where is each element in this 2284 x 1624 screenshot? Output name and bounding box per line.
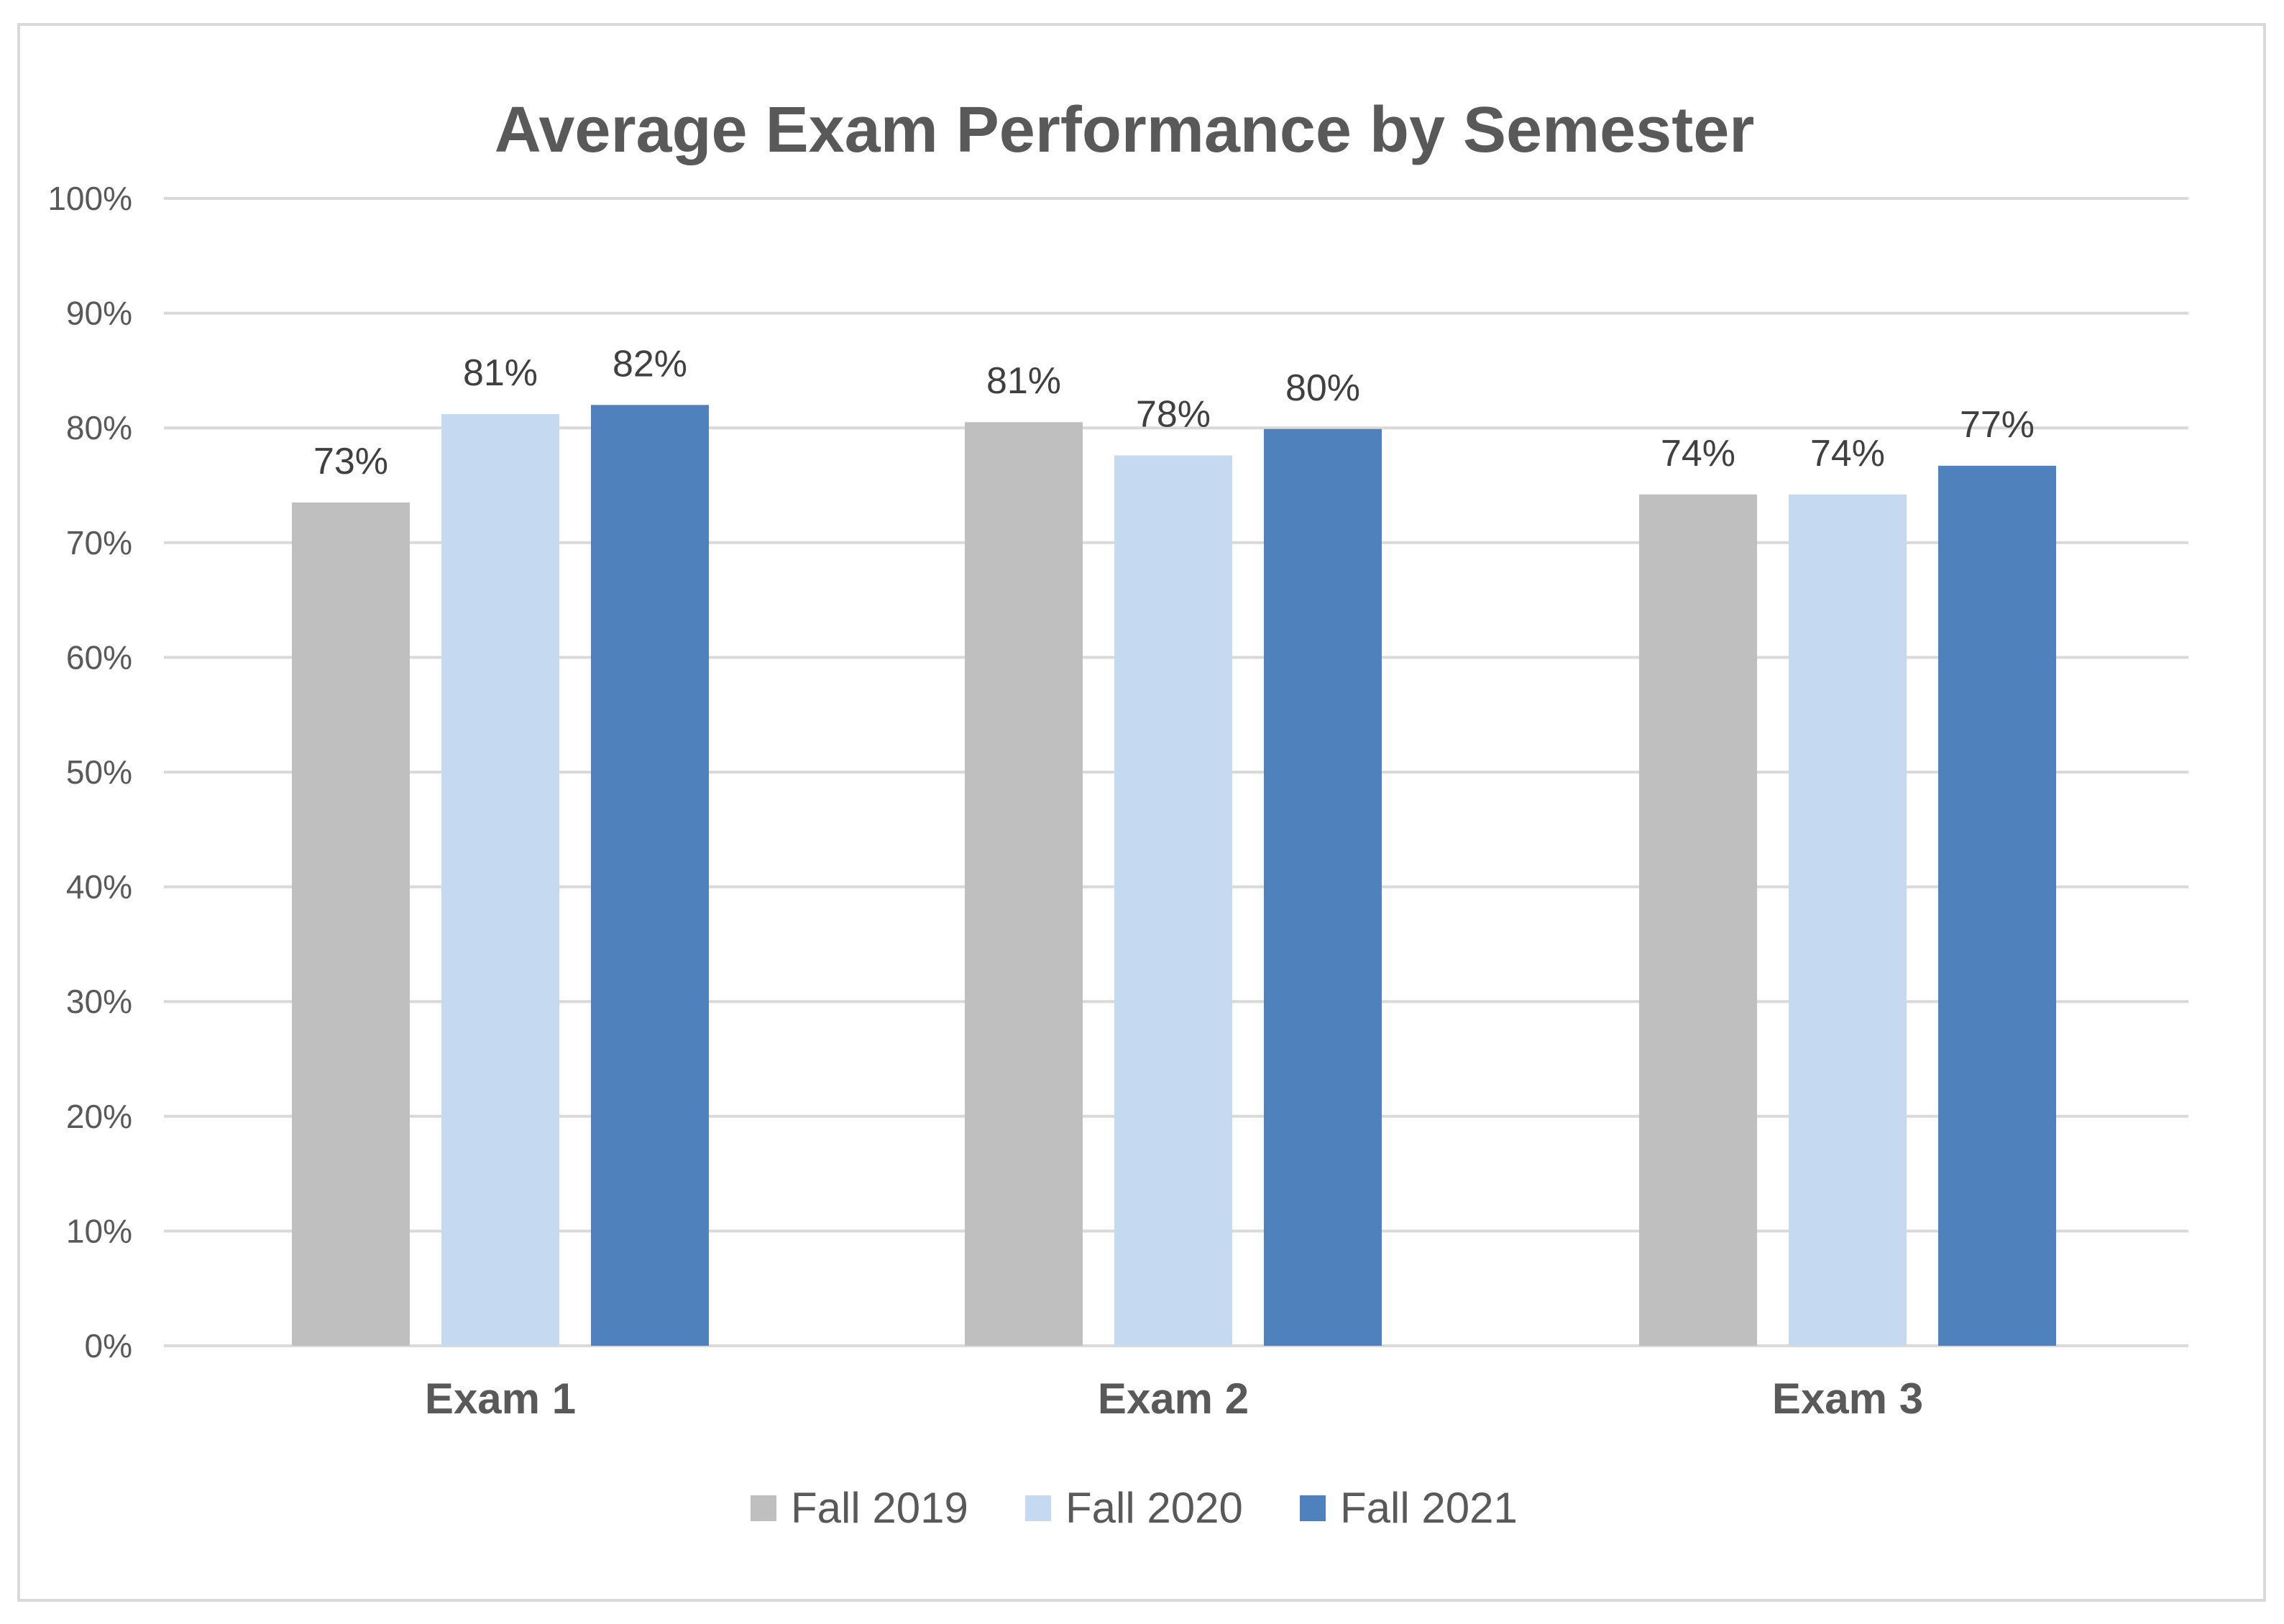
- x-category-label: Exam 1: [425, 1375, 576, 1423]
- bar-fall-2021-exam-2: [1264, 428, 1382, 1346]
- data-label: 74%: [1661, 433, 1735, 474]
- legend-item-fall-2021: Fall 2021: [1300, 1484, 1518, 1532]
- data-label: 81%: [986, 360, 1061, 402]
- y-tick-label: 0%: [85, 1327, 132, 1364]
- bar-fall-2020-exam-2: [1114, 455, 1232, 1346]
- y-tick-label: 40%: [66, 868, 132, 906]
- legend-item-fall-2020: Fall 2020: [1025, 1484, 1243, 1532]
- bar-chart: Average Exam Performance by Semester 0% 1…: [47, 94, 2188, 1532]
- data-label: 78%: [1136, 394, 1211, 436]
- y-tick-label: 90%: [66, 295, 132, 332]
- legend: Fall 2019 Fall 2020 Fall 2021: [751, 1484, 1518, 1532]
- legend-label: Fall 2020: [1065, 1484, 1243, 1532]
- bar-fall-2019-exam-2: [965, 422, 1083, 1346]
- y-tick-label: 50%: [66, 753, 132, 791]
- y-tick-label: 30%: [66, 983, 132, 1020]
- bar-fall-2021-exam-3: [1938, 465, 2056, 1347]
- data-label: 74%: [1810, 433, 1885, 474]
- x-category-label: Exam 3: [1772, 1375, 1923, 1423]
- data-label: 73%: [313, 441, 388, 482]
- legend-label: Fall 2021: [1340, 1484, 1518, 1532]
- y-tick-label: 60%: [66, 638, 132, 676]
- bar-fall-2019-exam-3: [1639, 494, 1757, 1346]
- data-label: 80%: [1285, 367, 1360, 409]
- bar-fall-2020-exam-3: [1789, 494, 1907, 1346]
- legend-label: Fall 2019: [791, 1484, 968, 1532]
- y-tick-label: 100%: [47, 180, 132, 217]
- chart-title: Average Exam Performance by Semester: [495, 94, 1755, 166]
- bars: [292, 405, 2056, 1347]
- data-labels: 73% 81% 74% 81% 78% 74% 82% 80% 77%: [313, 343, 2035, 482]
- bar-fall-2020-exam-1: [441, 414, 559, 1346]
- bar-fall-2019-exam-1: [292, 502, 410, 1347]
- legend-swatch: [1300, 1495, 1326, 1521]
- y-tick-label: 80%: [66, 409, 132, 446]
- y-tick-label: 70%: [66, 524, 132, 561]
- legend-swatch: [1025, 1495, 1051, 1521]
- data-label: 81%: [463, 352, 538, 394]
- x-category-label: Exam 2: [1098, 1375, 1249, 1423]
- data-label: 77%: [1960, 404, 2035, 446]
- legend-swatch: [751, 1495, 776, 1521]
- y-tick-label: 20%: [66, 1098, 132, 1135]
- bar-fall-2021-exam-1: [591, 405, 709, 1346]
- chart-frame: Average Exam Performance by Semester 0% 1…: [17, 23, 2266, 1602]
- y-axis-ticks: 0% 10% 20% 30% 40% 50% 60% 70% 80% 90% 100%: [47, 180, 132, 1364]
- x-axis-categories: Exam 1 Exam 2 Exam 3: [425, 1375, 1923, 1423]
- y-tick-label: 10%: [66, 1212, 132, 1249]
- legend-item-fall-2019: Fall 2019: [751, 1484, 968, 1532]
- data-label: 82%: [613, 343, 687, 385]
